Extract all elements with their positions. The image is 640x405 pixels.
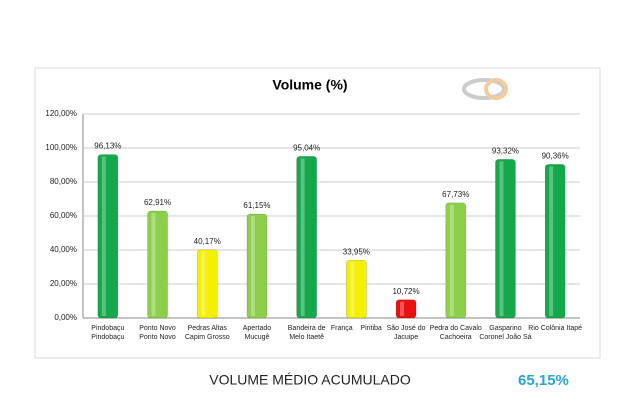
bar-highlight	[499, 161, 504, 316]
bar-highlight	[151, 213, 156, 316]
bar-highlight	[350, 262, 355, 316]
x-tick-label: Pindobaçu	[91, 334, 124, 341]
x-tick-label: Bandeira de	[288, 325, 326, 332]
y-tick-label: 100,00%	[45, 143, 77, 152]
bar-highlight	[300, 158, 305, 316]
x-tick-label: Rio Colônia Itapé	[528, 325, 582, 332]
x-tick-label: Mucugê	[244, 334, 269, 341]
x-tick-label: Apertado	[243, 325, 272, 332]
bar-highlight	[101, 156, 106, 316]
x-tick-label: Capim Grosso	[185, 334, 230, 341]
bar	[197, 249, 218, 319]
bar	[296, 156, 317, 319]
x-tick-label: Pedras Altas	[188, 325, 228, 332]
y-tick-label: 80,00%	[50, 177, 77, 186]
value-label: 61,15%	[243, 201, 270, 210]
value-label: 33,95%	[343, 247, 370, 256]
x-tick-label: Pindobaçu	[91, 325, 124, 332]
bar-highlight	[549, 166, 554, 316]
x-tick-label: França Piritiba	[331, 325, 382, 332]
bar-highlight	[201, 251, 206, 316]
value-label: 62,91%	[144, 198, 171, 207]
chart-title: Volume (%)	[272, 77, 347, 93]
value-label: 93,32%	[492, 146, 519, 155]
y-tick-label: 0,00%	[54, 313, 77, 322]
x-tick-label: Pedra do Cavalo	[430, 325, 482, 332]
value-label: 95,04%	[293, 144, 320, 153]
value-label: 10,72%	[392, 287, 419, 296]
bar	[544, 164, 566, 319]
bar-highlight	[449, 204, 454, 316]
bar	[346, 260, 367, 319]
bar	[246, 213, 268, 319]
x-tick-label: São José do	[387, 325, 426, 332]
bar-highlight	[400, 301, 405, 316]
y-tick-label: 120,00%	[45, 109, 77, 118]
bar	[395, 299, 417, 319]
y-tick-label: 20,00%	[50, 279, 77, 288]
x-tick-label: Ponto Novo	[139, 334, 176, 341]
x-tick-label: Jacuipe	[394, 334, 418, 341]
bar	[495, 159, 516, 319]
value-label: 96,13%	[94, 142, 121, 151]
bar	[445, 202, 466, 319]
bar-highlight	[250, 216, 255, 316]
x-tick-label: Cachoeira	[440, 334, 472, 341]
summary-value: 65,15%	[518, 372, 569, 389]
y-tick-label: 60,00%	[50, 211, 77, 220]
value-label: 67,73%	[442, 190, 469, 199]
value-label: 40,17%	[194, 237, 221, 246]
x-tick-label: Melo Itaetê	[289, 334, 324, 341]
logo	[462, 78, 508, 100]
summary-label: VOLUME MÉDIO ACUMULADO	[209, 372, 411, 388]
x-tick-label: Ponto Novo	[139, 325, 176, 332]
x-tick-label: Gasparino	[489, 325, 521, 332]
y-tick-label: 40,00%	[50, 245, 77, 254]
value-label: 90,36%	[542, 151, 569, 160]
bar	[97, 154, 119, 319]
bar	[147, 210, 168, 319]
x-tick-label: Coronel João Sá	[479, 334, 531, 341]
